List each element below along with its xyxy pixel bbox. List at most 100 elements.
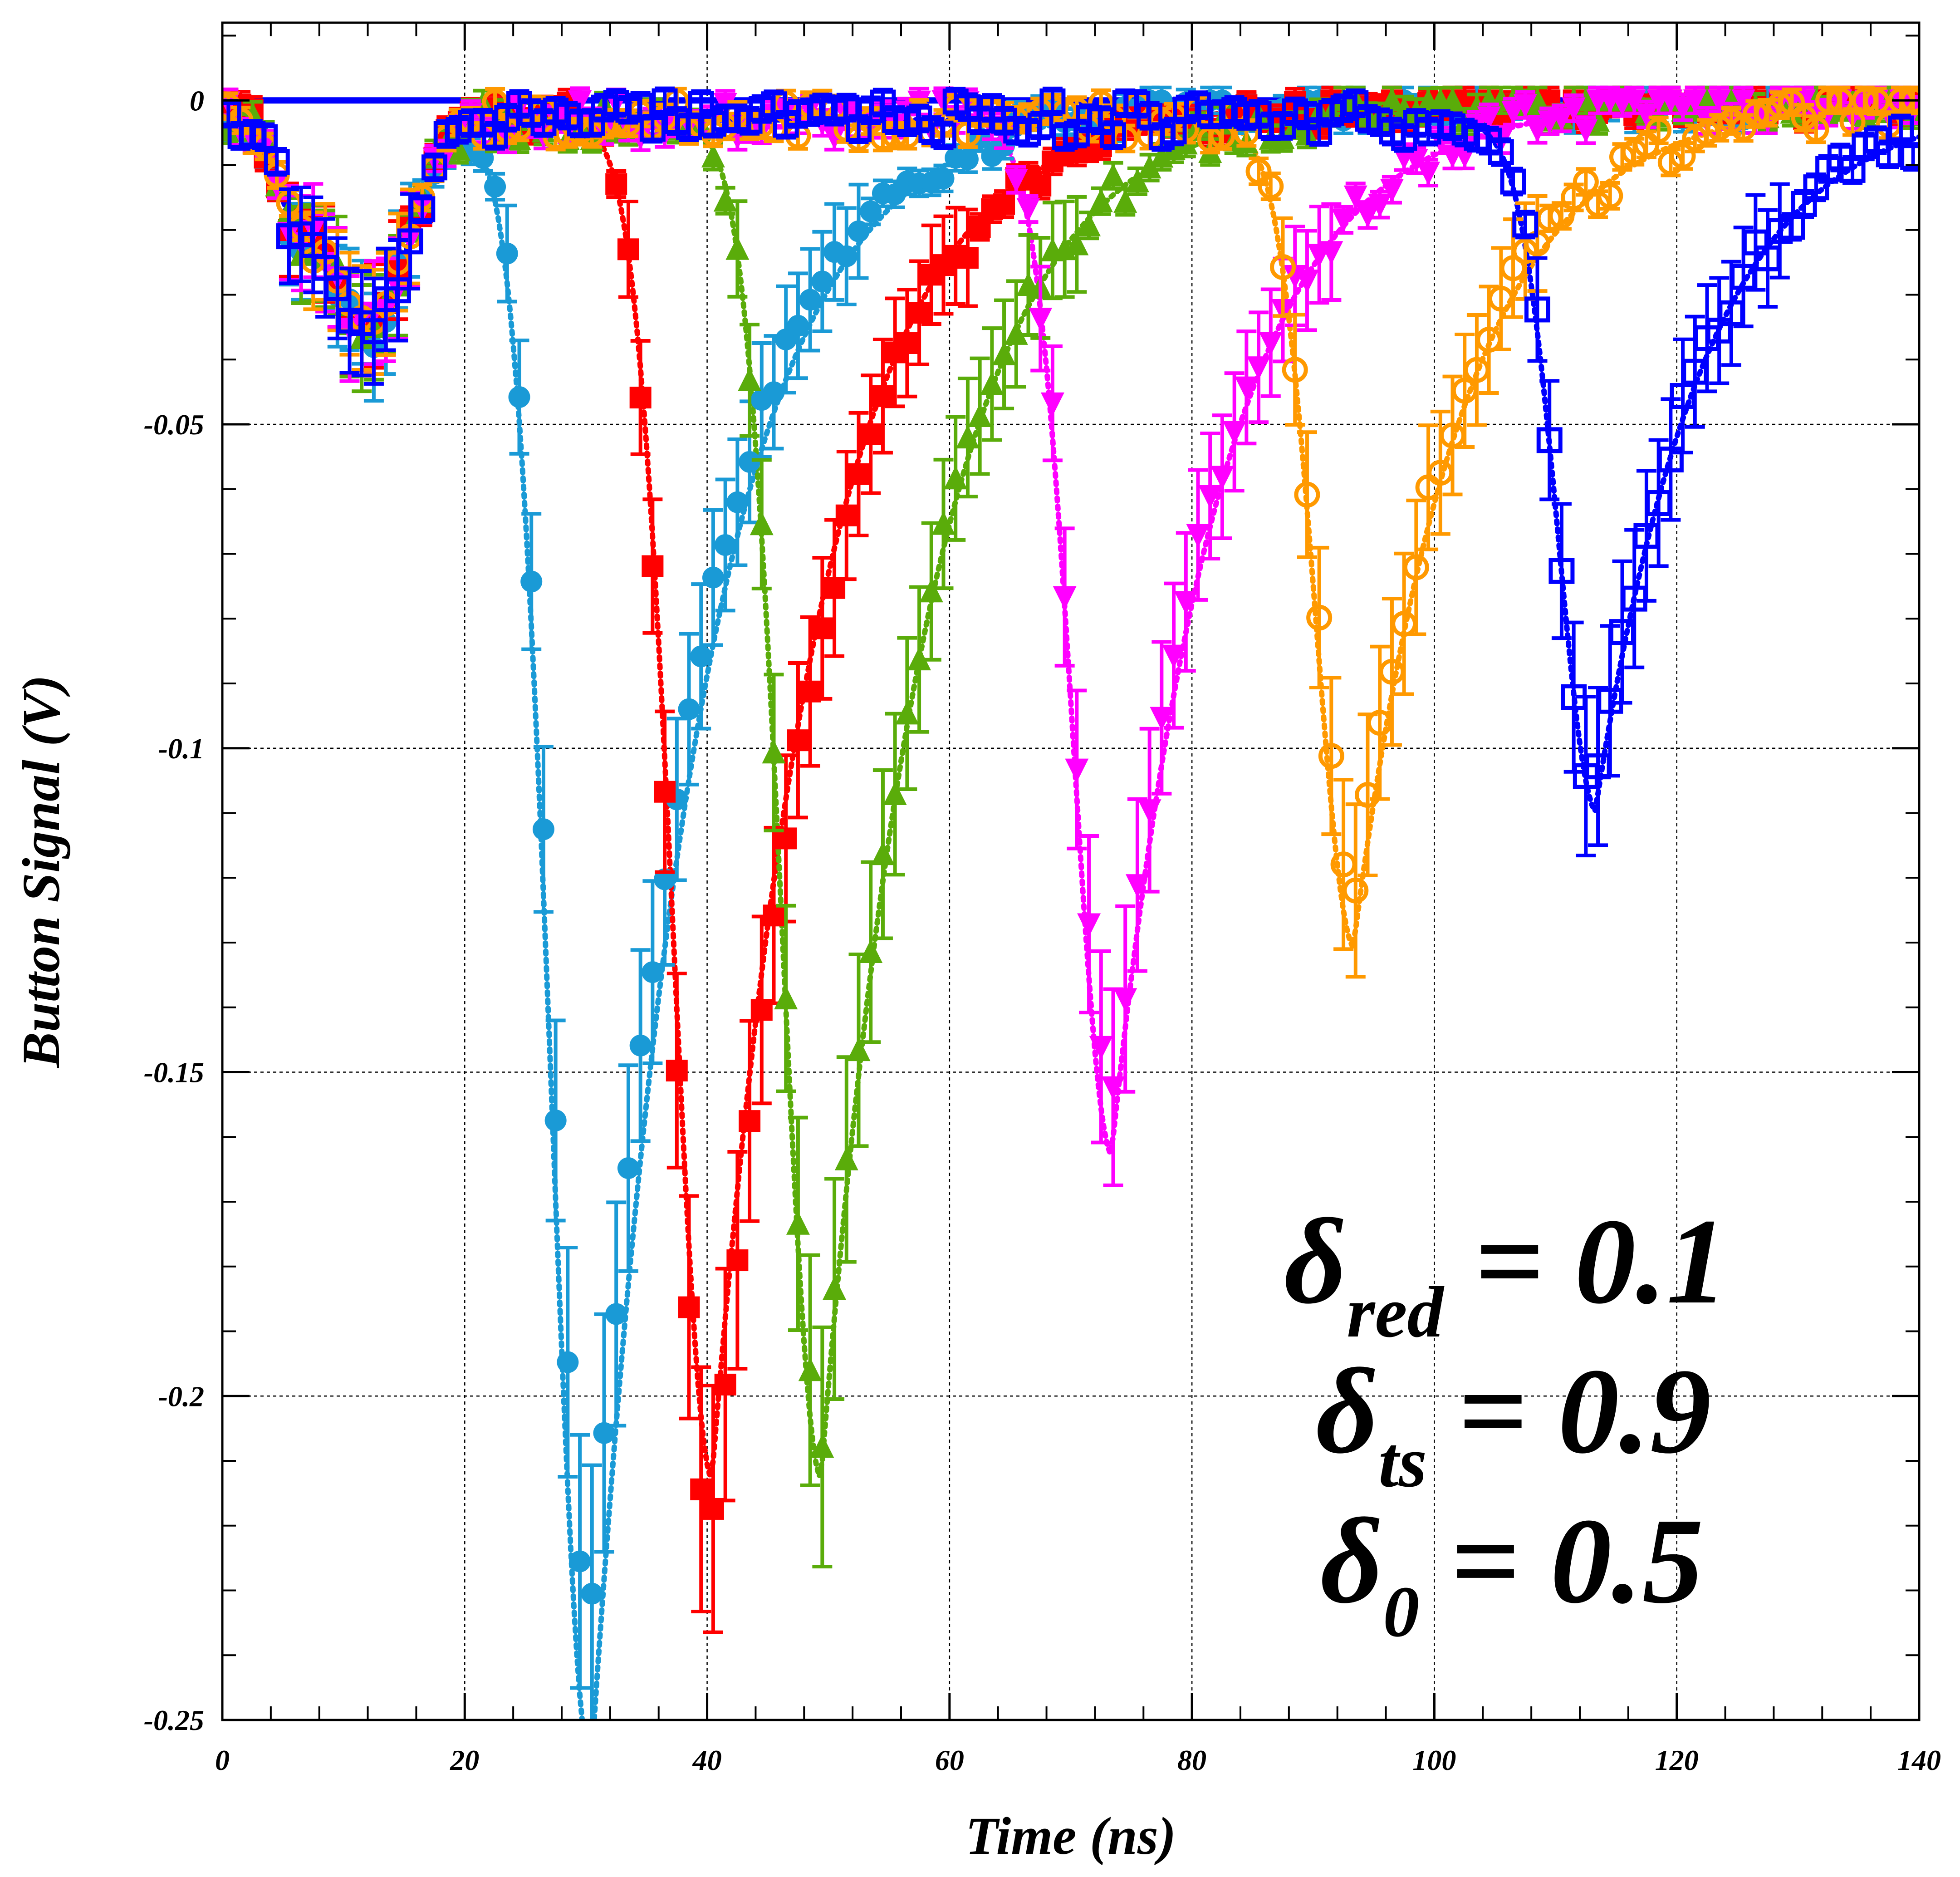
data-point — [775, 284, 797, 395]
data-point — [811, 230, 833, 333]
marker-circle — [956, 148, 979, 170]
data-point — [739, 1019, 761, 1223]
marker-circle — [702, 566, 724, 589]
data-point — [1077, 834, 1101, 1015]
marker-triangle — [883, 781, 907, 805]
x-tick-label: 120 — [1655, 1744, 1699, 1776]
data-point — [1247, 310, 1271, 424]
marker-square — [835, 504, 858, 526]
marker-square — [1657, 446, 1684, 472]
data-point — [1186, 468, 1210, 602]
marker-square — [1900, 144, 1919, 170]
marker-triangle — [1319, 241, 1343, 265]
data-point — [787, 661, 809, 820]
data-point — [1683, 85, 1707, 115]
marker-triangle — [1137, 799, 1161, 823]
data-point — [1040, 344, 1064, 462]
marker-square — [642, 555, 664, 577]
data-point — [605, 1200, 627, 1428]
marker-circle — [642, 961, 664, 983]
marker-square — [617, 238, 639, 260]
marker-square — [1888, 115, 1914, 142]
marker-triangle — [1077, 212, 1101, 236]
data-point — [1259, 287, 1283, 398]
data-point — [835, 206, 858, 306]
data-point — [738, 323, 762, 438]
y-tick-label: -0.1 — [158, 732, 204, 765]
marker-triangle — [1137, 155, 1161, 179]
marker-triangle — [1343, 185, 1367, 209]
data-point — [1900, 142, 1919, 172]
data-point — [956, 376, 980, 499]
tick-labels: 0 20 40 60 80 100 120 140 0 -0.05 -0.1 -0.15 -0.2 -0.… — [144, 84, 1941, 1776]
data-point — [1512, 210, 1539, 240]
data-point — [823, 518, 846, 658]
marker-triangle — [1029, 307, 1053, 331]
data-point — [1548, 201, 1575, 231]
marker-square — [787, 729, 809, 752]
data-point — [799, 247, 821, 353]
data-point — [1150, 640, 1174, 796]
marker-circle — [532, 818, 554, 840]
data-point — [1137, 152, 1161, 182]
marker-circle — [569, 1550, 591, 1572]
data-point — [714, 1267, 736, 1503]
data-point — [484, 172, 506, 201]
data-point — [1053, 526, 1077, 668]
annotation-value: = 0.9 — [1427, 1343, 1711, 1479]
data-point — [931, 120, 956, 150]
annotation-text: δred = 0.1 — [1284, 1194, 1728, 1352]
marker-triangle — [774, 986, 798, 1010]
marker-square — [629, 386, 652, 408]
marker-triangle — [1683, 89, 1707, 113]
marker-circle — [520, 570, 543, 593]
marker-circle — [1803, 116, 1829, 142]
data-point — [1332, 205, 1356, 235]
data-point — [932, 163, 955, 193]
marker-triangle — [823, 126, 847, 150]
marker-square — [1512, 211, 1539, 238]
data-point — [642, 879, 664, 1066]
marker-triangle — [1040, 392, 1064, 416]
data-point — [629, 948, 652, 1143]
data-point — [409, 194, 436, 224]
marker-triangle — [1574, 119, 1598, 143]
data-point — [1803, 114, 1829, 144]
marker-circle — [1839, 109, 1866, 135]
marker-triangle — [1332, 209, 1356, 233]
data-point — [750, 341, 773, 459]
data-point — [956, 207, 979, 308]
marker-square — [397, 228, 423, 255]
marker-triangle — [1004, 321, 1028, 345]
data-point — [823, 1177, 847, 1401]
marker-triangle — [956, 425, 980, 449]
x-axis-title: Time (ns) — [965, 1806, 1176, 1866]
data-point — [1536, 379, 1563, 501]
data-point — [605, 169, 627, 199]
data-point — [1282, 313, 1308, 427]
marker-circle — [1670, 143, 1696, 169]
marker-square — [1500, 168, 1526, 195]
marker-triangle — [568, 90, 592, 114]
marker-triangle — [859, 939, 883, 963]
marker-circle — [860, 200, 882, 222]
data-point — [1888, 113, 1914, 143]
marker-triangle — [1671, 96, 1695, 120]
data-point — [1573, 167, 1599, 197]
data-point — [871, 768, 895, 940]
data-point — [895, 636, 919, 791]
data-point — [992, 298, 1016, 411]
marker-circle — [787, 314, 809, 337]
x-tick-label: 80 — [1177, 1744, 1206, 1776]
marker-square — [421, 154, 447, 181]
data-point — [920, 223, 942, 326]
marker-circle — [508, 386, 530, 408]
data-point — [883, 712, 907, 877]
marker-triangle — [1125, 874, 1149, 898]
data-point — [1368, 190, 1392, 220]
data-point — [532, 745, 554, 914]
data-point — [980, 326, 1004, 442]
marker-circle — [484, 176, 506, 198]
marker-circle — [1258, 173, 1284, 200]
x-tick-label: 40 — [692, 1744, 722, 1776]
